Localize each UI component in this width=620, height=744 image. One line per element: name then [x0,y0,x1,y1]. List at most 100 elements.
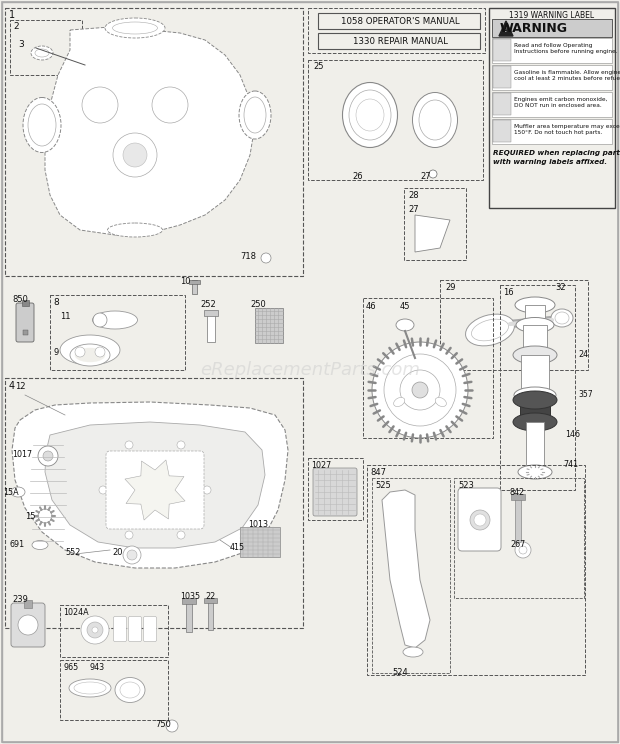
Text: 11: 11 [60,312,71,321]
Circle shape [515,542,531,558]
Circle shape [125,441,133,449]
Circle shape [87,622,103,638]
Circle shape [125,531,133,539]
Bar [182,598,196,604]
Bar [204,310,218,316]
Bar [207,312,215,342]
Text: 12: 12 [15,382,25,391]
FancyBboxPatch shape [113,617,126,641]
Text: eReplacementParts.com: eReplacementParts.com [200,361,420,379]
Ellipse shape [518,465,552,479]
Polygon shape [45,422,265,548]
Ellipse shape [514,387,556,403]
Ellipse shape [115,678,145,702]
Bar [493,93,511,115]
Text: 718: 718 [240,252,256,261]
Circle shape [18,615,38,635]
Ellipse shape [74,682,106,694]
Ellipse shape [31,46,53,60]
Circle shape [261,253,271,263]
Bar [492,119,612,144]
Bar [192,280,197,294]
Bar [521,355,549,395]
Bar [208,602,213,630]
Ellipse shape [32,540,48,550]
Circle shape [82,87,118,123]
Bar [189,280,200,284]
Polygon shape [382,490,430,648]
Ellipse shape [513,391,557,409]
FancyBboxPatch shape [106,451,204,529]
Text: WARNING: WARNING [500,22,568,34]
Bar [23,330,28,335]
Ellipse shape [516,318,554,333]
Text: 3: 3 [18,40,24,49]
Text: Muffler area temperature may exceed
150°F. Do not touch hot parts.: Muffler area temperature may exceed 150°… [514,124,620,135]
Ellipse shape [435,397,446,406]
Text: 15: 15 [25,512,35,521]
Circle shape [130,465,180,515]
Text: 1013: 1013 [248,520,268,529]
Text: 1035: 1035 [180,592,200,601]
Circle shape [75,347,85,357]
Bar [515,497,521,542]
Text: Engines emit carbon monoxide,
DO NOT run in enclosed area.: Engines emit carbon monoxide, DO NOT run… [514,97,608,108]
FancyBboxPatch shape [313,468,357,516]
Text: 252: 252 [200,300,216,309]
Ellipse shape [470,510,490,530]
Text: 45: 45 [400,302,410,311]
Text: 842: 842 [510,488,525,497]
Circle shape [93,313,107,327]
Text: 16: 16 [503,288,513,297]
Text: 32: 32 [555,283,565,292]
Text: 25: 25 [313,62,324,71]
Bar [492,92,612,117]
Bar [492,65,612,90]
Circle shape [372,342,468,438]
Ellipse shape [23,97,61,153]
Bar [523,325,547,355]
Circle shape [123,143,147,167]
Text: 250: 250 [250,300,266,309]
Text: 750: 750 [155,720,171,729]
Bar [255,308,283,343]
Circle shape [123,546,141,564]
Ellipse shape [112,22,157,34]
Ellipse shape [513,413,557,431]
Bar [525,305,545,325]
Text: 26: 26 [352,172,363,181]
Circle shape [152,87,188,123]
Circle shape [38,446,58,466]
Text: 691: 691 [10,540,25,549]
Ellipse shape [419,100,451,140]
Ellipse shape [239,91,271,139]
Polygon shape [125,460,185,520]
Circle shape [166,720,178,732]
Ellipse shape [35,49,49,57]
Ellipse shape [105,18,165,38]
Text: 29: 29 [445,283,456,292]
Text: 1058 OPERATOR'S MANUAL: 1058 OPERATOR'S MANUAL [340,16,459,25]
FancyBboxPatch shape [16,303,34,342]
Bar [520,400,550,422]
Polygon shape [12,402,288,568]
Text: 850: 850 [12,295,28,304]
Ellipse shape [11,487,25,497]
Polygon shape [499,21,513,36]
Bar [492,38,612,63]
Circle shape [81,616,109,644]
Ellipse shape [466,314,515,346]
Ellipse shape [471,319,508,341]
Text: 20: 20 [112,548,123,557]
Text: 146: 146 [565,430,580,439]
FancyBboxPatch shape [11,603,45,647]
Ellipse shape [70,344,110,366]
Bar [493,120,511,142]
Text: REQUIRED when replacing parts
with warning labels affixed.: REQUIRED when replacing parts with warni… [493,150,620,164]
Text: 525: 525 [375,481,391,490]
Text: 741: 741 [563,460,578,469]
Text: Gasoline is flammable. Allow engine to
cool at least 2 minutes before refueling.: Gasoline is flammable. Allow engine to c… [514,70,620,81]
Circle shape [143,478,167,502]
Text: 27: 27 [420,172,431,181]
Text: 523: 523 [458,481,474,490]
